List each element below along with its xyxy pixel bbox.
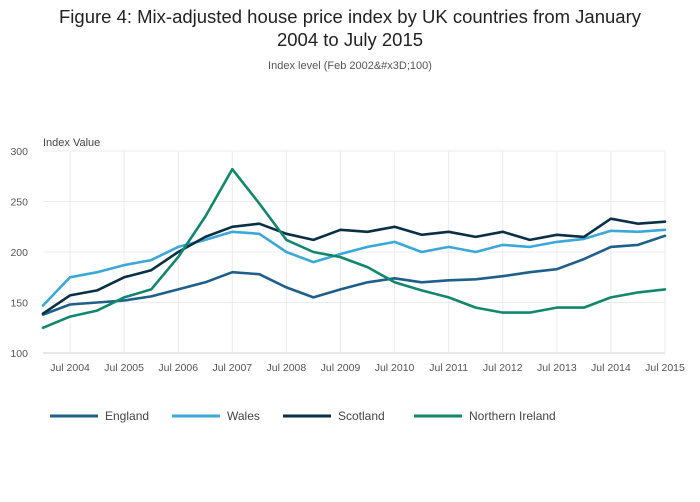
y-tick-label: 200 (10, 247, 28, 259)
x-tick-label: Jul 2013 (537, 362, 577, 374)
series-line-wales (41, 228, 667, 307)
x-tick-label: Jul 2015 (645, 362, 685, 374)
legend: England Wales Scotland Northern Ireland (50, 409, 556, 423)
x-tick-label: Jul 2011 (429, 362, 468, 374)
x-tick-label: Jul 2005 (104, 362, 144, 374)
series-line-england (41, 234, 667, 316)
series-line-northern-ireland (41, 167, 667, 330)
x-tick-label: Jul 2010 (375, 362, 415, 374)
x-tick-labels: Jul 2004 Jul 2005 Jul 2006 Jul 2007 Jul 2008… (50, 362, 685, 374)
legend-item-england[interactable]: England (50, 409, 149, 423)
x-tick-label: Jul 2004 (50, 362, 90, 374)
x-tick-label: Jul 2007 (212, 362, 252, 374)
y-tick-label: 300 (10, 146, 28, 158)
y-tick-label: 250 (10, 197, 28, 209)
legend-label: Northern Ireland (469, 409, 556, 423)
x-tick-label: Jul 2012 (483, 362, 523, 374)
x-tick-label: Jul 2008 (267, 362, 307, 374)
grid-layer (43, 150, 666, 354)
y-axis-title: Index Value (43, 137, 100, 149)
y-tick-label: 150 (10, 298, 28, 310)
chart-subtitle: Index level (Feb 2002&#x3D;100) (268, 60, 432, 72)
y-tick-labels: 100 150 200 250 300 (10, 146, 28, 360)
legend-item-wales[interactable]: Wales (172, 409, 260, 423)
legend-item-northern-ireland[interactable]: Northern Ireland (414, 409, 556, 423)
chart-title-line-1: Figure 4: Mix-adjusted house price index… (59, 6, 642, 27)
x-tick-label: Jul 2009 (321, 362, 361, 374)
series-line-scotland (41, 217, 667, 315)
legend-label: England (105, 409, 149, 423)
legend-label: Wales (227, 409, 260, 423)
y-tick-label: 100 (10, 348, 28, 360)
series-layer (41, 167, 667, 330)
chart-title-line-2: 2004 to July 2015 (277, 29, 423, 50)
legend-label: Scotland (338, 409, 385, 423)
x-tick-label: Jul 2006 (158, 362, 198, 374)
legend-item-scotland[interactable]: Scotland (283, 409, 385, 423)
x-tick-label: Jul 2014 (591, 362, 631, 374)
